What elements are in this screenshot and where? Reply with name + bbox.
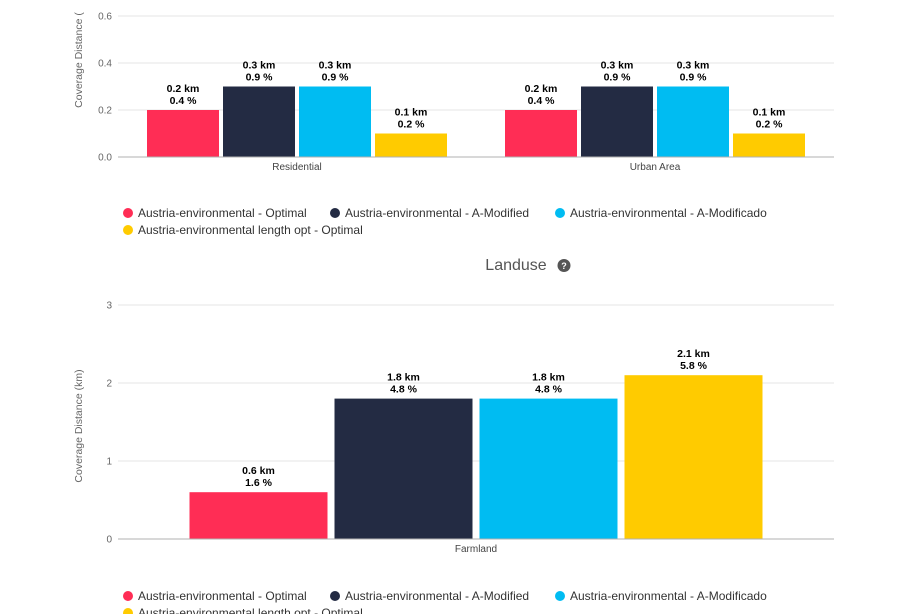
bar[interactable] xyxy=(375,133,447,158)
legend-item[interactable]: Austria-environmental length opt - Optim… xyxy=(123,606,363,614)
data-label-percent: 1.6 % xyxy=(245,477,273,489)
legend-marker xyxy=(123,208,133,218)
data-label-distance: 0.1 km xyxy=(753,107,786,119)
bar[interactable] xyxy=(624,375,763,539)
y-tick-label: 0.6 xyxy=(98,12,112,23)
chart-2-y-axis-label: Coverage Distance (km) xyxy=(73,369,85,482)
data-label-distance: 0.6 km xyxy=(242,465,275,477)
chart-1-data-labels: 0.2 km0.4 %0.3 km0.9 %0.3 km0.9 %0.1 km0… xyxy=(167,60,786,131)
data-label-percent: 0.2 % xyxy=(398,119,426,131)
bar[interactable] xyxy=(223,86,295,158)
legend-marker xyxy=(123,225,133,235)
legend-marker xyxy=(123,608,133,614)
data-label-distance: 1.8 km xyxy=(387,372,420,384)
data-label-distance: 0.2 km xyxy=(525,83,558,95)
y-tick-label: 3 xyxy=(106,301,112,312)
data-label-distance: 0.3 km xyxy=(601,60,634,72)
legend-item[interactable]: Austria-environmental - Optimal xyxy=(123,589,307,603)
legend-label: Austria-environmental - A-Modified xyxy=(345,589,529,603)
data-label-percent: 0.4 % xyxy=(528,95,556,107)
legend-label: Austria-environmental length opt - Optim… xyxy=(138,223,363,237)
data-label-distance: 0.2 km xyxy=(167,83,200,95)
y-tick-label: 0.2 xyxy=(98,106,112,117)
svg-text:?: ? xyxy=(561,261,567,271)
legend-item[interactable]: Austria-environmental - A-Modified xyxy=(330,206,529,220)
legend-marker xyxy=(555,591,565,601)
bar[interactable] xyxy=(657,86,729,158)
chart-2-y-ticks: 0 1 2 3 xyxy=(106,301,112,546)
y-tick-label: 0.4 xyxy=(98,59,112,70)
category-label: Residential xyxy=(272,162,321,173)
data-label-percent: 0.9 % xyxy=(246,72,274,84)
legend-label: Austria-environmental - A-Modified xyxy=(345,206,529,220)
bar[interactable] xyxy=(147,110,219,157)
chart-1-bars xyxy=(147,86,805,158)
legend-label: Austria-environmental - Optimal xyxy=(138,206,307,220)
legend-marker xyxy=(123,591,133,601)
help-icon[interactable]: ? xyxy=(557,259,571,272)
chart-2-data-labels: 0.6 km1.6 %1.8 km4.8 %1.8 km4.8 %2.1 km5… xyxy=(242,348,710,489)
data-label-distance: 0.1 km xyxy=(395,107,428,119)
bar[interactable] xyxy=(334,398,473,539)
chart-2-bars xyxy=(189,375,763,539)
data-label-percent: 0.9 % xyxy=(680,72,708,84)
data-label-percent: 4.8 % xyxy=(535,384,563,396)
chart-2-title: Landuse xyxy=(485,257,546,274)
bar[interactable] xyxy=(581,86,653,158)
data-label-percent: 0.9 % xyxy=(322,72,350,84)
legend-label: Austria-environmental - A-Modificado xyxy=(570,206,767,220)
legend-item[interactable]: Austria-environmental - Optimal xyxy=(123,206,307,220)
chart-1-y-axis-label: Coverage Distance ( xyxy=(73,12,85,108)
legend-label: Austria-environmental - A-Modificado xyxy=(570,589,767,603)
data-label-percent: 5.8 % xyxy=(680,360,708,372)
category-label: Urban Area xyxy=(630,162,681,173)
y-tick-label: 2 xyxy=(106,379,112,390)
chart-1-y-ticks: 0.0 0.2 0.4 0.6 xyxy=(98,12,112,164)
chart-1-legend: Austria-environmental - Optimal Austria-e… xyxy=(123,206,767,237)
data-label-distance: 0.3 km xyxy=(243,60,276,72)
chart-landuse: Landuse ? 0 1 2 3 Coverage Distance (km) 0.… xyxy=(73,257,834,614)
bar[interactable] xyxy=(479,398,618,539)
data-label-distance: 1.8 km xyxy=(532,372,565,384)
legend-item[interactable]: Austria-environmental - A-Modified xyxy=(330,589,529,603)
chart-1-category-labels: Residential Urban Area xyxy=(272,162,680,173)
bar[interactable] xyxy=(299,86,371,158)
data-label-distance: 0.3 km xyxy=(677,60,710,72)
data-label-distance: 2.1 km xyxy=(677,348,710,360)
y-tick-label: 0 xyxy=(106,535,112,546)
data-label-percent: 0.9 % xyxy=(604,72,632,84)
bar[interactable] xyxy=(505,110,577,157)
chart-2-legend: Austria-environmental - Optimal Austria-e… xyxy=(123,589,767,614)
category-label: Farmland xyxy=(455,544,497,555)
legend-marker xyxy=(330,591,340,601)
data-label-percent: 0.4 % xyxy=(170,95,198,107)
data-label-distance: 0.3 km xyxy=(319,60,352,72)
chart-road-type: 0.00.20.40.6 Coverage Distance ( 0.2 km0… xyxy=(73,12,834,237)
legend-marker xyxy=(555,208,565,218)
bar[interactable] xyxy=(189,492,328,539)
bar[interactable] xyxy=(733,133,805,158)
y-tick-label: 1 xyxy=(106,457,112,468)
y-tick-label: 0.0 xyxy=(98,153,112,164)
legend-item[interactable]: Austria-environmental - A-Modificado xyxy=(555,206,767,220)
legend-item[interactable]: Austria-environmental - A-Modificado xyxy=(555,589,767,603)
data-label-percent: 0.2 % xyxy=(756,119,784,131)
chart-2-category-labels: Farmland xyxy=(455,544,497,555)
legend-label: Austria-environmental length opt - Optim… xyxy=(138,606,363,614)
legend-label: Austria-environmental - Optimal xyxy=(138,589,307,603)
legend-marker xyxy=(330,208,340,218)
legend-item[interactable]: Austria-environmental length opt - Optim… xyxy=(123,223,363,237)
data-label-percent: 4.8 % xyxy=(390,384,418,396)
